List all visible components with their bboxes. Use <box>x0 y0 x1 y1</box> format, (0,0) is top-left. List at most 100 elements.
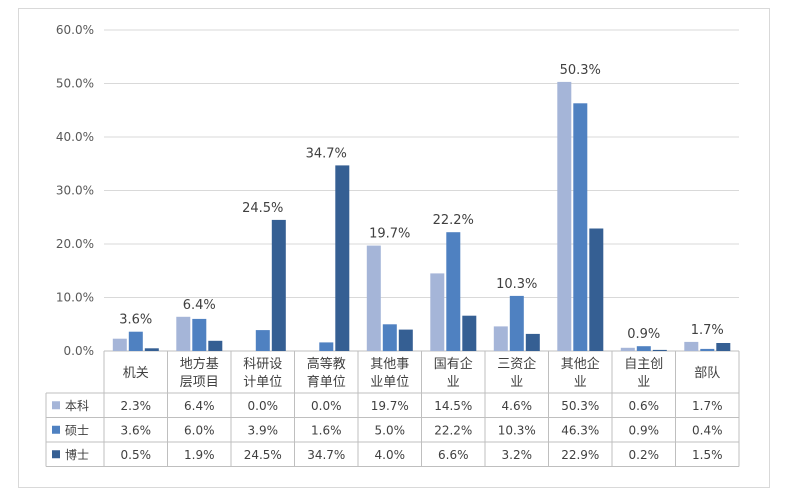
table-cell: 1.9% <box>184 448 215 462</box>
data-label: 0.9% <box>627 327 660 342</box>
bar-硕士 <box>700 348 715 351</box>
bar-博士 <box>335 165 350 351</box>
table-cell: 1.5% <box>692 448 723 462</box>
gridlines <box>104 29 739 298</box>
bar-本科 <box>430 273 445 351</box>
bar-chart: 0.0% 10.0% 20.0% 30.0% 40.0% 50.0% 60.0% 3.6% 6.… <box>45 23 740 467</box>
legend-key-硕士 <box>52 425 60 434</box>
table-cell: 4.6% <box>502 399 533 413</box>
category-label: 三资企 <box>497 356 536 372</box>
bar-本科 <box>176 316 191 351</box>
category-label: 国有企 <box>434 356 473 372</box>
bar-博士 <box>271 219 286 351</box>
bar-本科 <box>684 341 699 351</box>
y-tick-label: 40.0% <box>56 130 94 144</box>
data-label: 34.7% <box>306 146 347 161</box>
table-cell: 0.9% <box>629 423 660 437</box>
legend-label: 硕士 <box>65 423 89 437</box>
table-cell: 3.2% <box>502 448 533 462</box>
table-cell: 50.3% <box>561 399 599 413</box>
table-cell: 4.0% <box>375 448 406 462</box>
table-cell: 5.0% <box>375 423 406 437</box>
table-cell: 1.6% <box>311 423 342 437</box>
bar-本科 <box>620 347 635 351</box>
category-label: 计单位 <box>243 375 282 390</box>
bar-博士 <box>144 348 159 351</box>
table-cell: 0.2% <box>629 448 660 462</box>
bar-硕士 <box>128 331 143 351</box>
category-label: 地方基 <box>180 356 219 372</box>
data-label: 10.3% <box>496 277 537 292</box>
bar-硕士 <box>255 330 270 351</box>
y-tick-label: 0.0% <box>64 344 95 358</box>
data-label: 22.2% <box>433 213 474 228</box>
table-cell: 19.7% <box>371 399 409 413</box>
category-label: 科研设 <box>243 357 282 372</box>
table-cell: 24.5% <box>244 448 282 462</box>
category-label: 业单位 <box>370 375 409 390</box>
table-cell: 0.0% <box>248 399 279 413</box>
bar-硕士 <box>636 346 651 351</box>
category-label: 其他事 <box>370 357 409 372</box>
legend-key-本科 <box>52 401 60 410</box>
table-cell: 2.3% <box>121 399 152 413</box>
data-label: 50.3% <box>560 63 601 78</box>
bar-硕士 <box>382 324 397 352</box>
table-cell: 34.7% <box>307 448 345 462</box>
table-cell: 6.6% <box>438 448 469 462</box>
bar-本科 <box>366 245 381 351</box>
category-label: 育单位 <box>307 374 346 390</box>
legend-label: 博士 <box>65 447 89 462</box>
chart-frame: 0.0% 10.0% 20.0% 30.0% 40.0% 50.0% 60.0% 3.6% 6.… <box>18 8 770 488</box>
table-cell: 3.9% <box>248 423 279 437</box>
bar-博士 <box>462 315 477 351</box>
table-cell: 22.2% <box>434 423 472 437</box>
y-tick-label: 10.0% <box>56 291 94 305</box>
table-cell: 1.7% <box>692 399 723 413</box>
category-label: 机关 <box>123 366 149 381</box>
y-tick-label: 20.0% <box>56 237 94 251</box>
bar-博士 <box>652 349 667 351</box>
category-label: 部队 <box>694 366 720 381</box>
table-cell: 6.4% <box>184 399 215 413</box>
bar-博士 <box>716 343 731 351</box>
data-label: 19.7% <box>369 227 410 242</box>
bar-博士 <box>208 340 223 351</box>
category-label: 业 <box>574 375 587 390</box>
legend-key-博士 <box>52 450 60 459</box>
bar-硕士 <box>446 232 461 351</box>
category-label: 业 <box>510 375 523 390</box>
table-cell: 46.3% <box>561 423 599 437</box>
category-label: 业 <box>637 375 650 390</box>
y-tick-label: 50.0% <box>56 77 94 91</box>
data-label: 3.6% <box>119 313 152 328</box>
table-cell: 0.4% <box>692 423 723 437</box>
data-table <box>45 350 740 467</box>
figure-caption-cropped <box>0 488 789 498</box>
bar-硕士 <box>192 318 207 351</box>
bar-博士 <box>398 329 413 351</box>
category-label: 其他企 <box>561 356 600 372</box>
table-cell: 0.0% <box>311 399 342 413</box>
bar-本科 <box>493 326 508 351</box>
bar-硕士 <box>509 295 524 351</box>
legend-label: 本科 <box>65 399 89 413</box>
table-cell: 0.5% <box>121 448 152 462</box>
y-tick-label: 60.0% <box>56 23 94 37</box>
category-label: 自主创 <box>624 357 663 372</box>
category-label: 高等教 <box>307 356 346 372</box>
data-label: 1.7% <box>691 323 724 338</box>
bar-博士 <box>589 228 604 351</box>
bar-博士 <box>525 333 540 351</box>
table-cell: 6.0% <box>184 423 215 437</box>
category-label: 业 <box>447 375 460 390</box>
table-cell: 22.9% <box>561 448 599 462</box>
table-cell: 0.6% <box>629 399 660 413</box>
data-label: 24.5% <box>242 201 283 216</box>
y-tick-label: 30.0% <box>56 184 94 198</box>
table-cell: 3.6% <box>121 423 152 437</box>
bar-本科 <box>557 81 572 352</box>
bar-硕士 <box>573 103 588 351</box>
bar-硕士 <box>319 342 334 351</box>
category-label: 层项目 <box>180 375 219 390</box>
